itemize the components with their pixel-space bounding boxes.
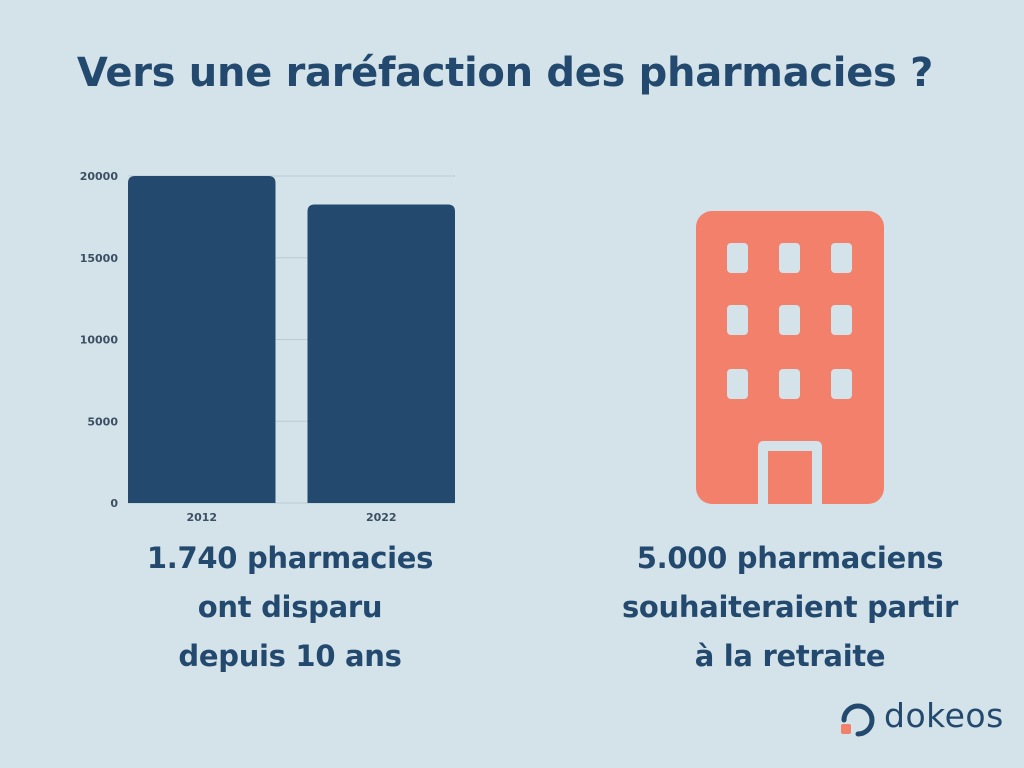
caption-left-line-1: 1.740 pharmacies bbox=[146, 541, 434, 575]
y-tick-label: 10000 bbox=[80, 334, 119, 347]
x-tick-label-2022: 2022 bbox=[366, 511, 397, 524]
page-title: Vers une raréfaction des pharmacies ? bbox=[76, 50, 934, 96]
caption-right-line-2: souhaiteraient partir bbox=[621, 590, 959, 624]
bar-chart: 0 5000 10000 15000 20000 2012 2022 bbox=[80, 170, 455, 524]
y-axis-ticks: 0 5000 10000 15000 20000 bbox=[80, 170, 119, 510]
chart-bars bbox=[128, 176, 455, 503]
y-tick-label: 5000 bbox=[87, 415, 118, 428]
dokeos-logo-icon bbox=[841, 703, 875, 737]
bar-2022 bbox=[307, 204, 455, 503]
logo-text: dokeos bbox=[884, 696, 1004, 735]
caption-right-line-1: 5.000 pharmaciens bbox=[636, 541, 944, 575]
caption-pharmacists-retiring: 5.000 pharmaciens souhaiteraient partir … bbox=[600, 534, 980, 681]
y-tick-label: 0 bbox=[110, 497, 118, 510]
x-axis-ticks: 2012 2022 bbox=[186, 511, 396, 524]
bar-2012 bbox=[128, 176, 276, 503]
y-tick-label: 15000 bbox=[80, 252, 119, 265]
caption-right-line-3: à la retraite bbox=[694, 639, 886, 673]
x-tick-label-2012: 2012 bbox=[186, 511, 217, 524]
caption-left-line-3: depuis 10 ans bbox=[178, 639, 402, 673]
caption-left-line-2: ont disparu bbox=[197, 590, 383, 624]
caption-pharmacies-disappeared: 1.740 pharmacies ont disparu depuis 10 a… bbox=[110, 534, 470, 681]
building-icon bbox=[696, 211, 884, 504]
y-tick-label: 20000 bbox=[80, 170, 119, 183]
